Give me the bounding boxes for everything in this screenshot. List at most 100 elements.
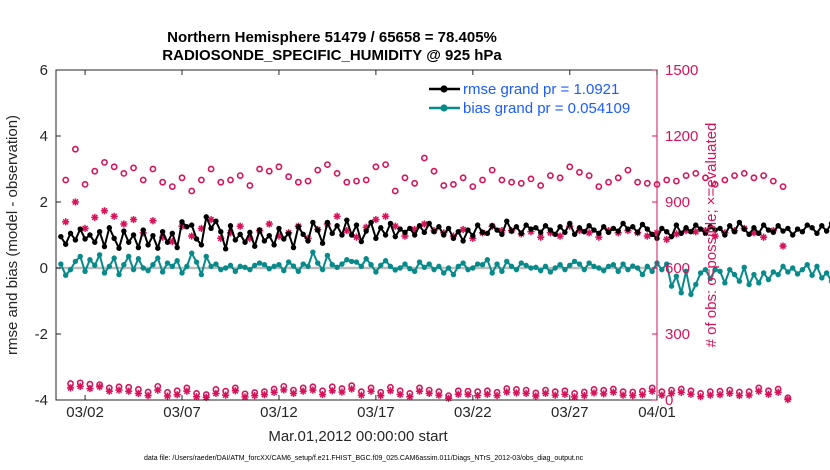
bias-point <box>140 265 146 271</box>
obs-possible-point <box>750 174 758 182</box>
rmse-point <box>121 228 127 234</box>
bias-point <box>508 263 515 270</box>
rmse-point <box>542 223 549 229</box>
obs-evaluated-point <box>154 386 162 394</box>
rmse-point <box>775 223 781 229</box>
bias-point <box>479 262 486 268</box>
legend-rmse-marker <box>440 85 448 93</box>
obs-possible-point <box>459 174 467 182</box>
obs-possible-point <box>779 183 787 190</box>
rmse-point <box>198 242 205 248</box>
bias-point <box>576 261 583 267</box>
obs-evaluated-point <box>512 389 521 397</box>
rmse-point <box>479 229 486 236</box>
rmse-point <box>189 222 195 228</box>
rmse-point <box>411 232 418 238</box>
obs-evaluated-point <box>425 389 433 397</box>
bias-point <box>310 249 316 255</box>
rmse-point <box>576 225 583 231</box>
rmse-point <box>305 238 311 244</box>
obs-evaluated-point <box>774 388 782 396</box>
rmse-point <box>809 225 815 231</box>
rmse-point <box>101 243 108 250</box>
bias-point <box>668 283 675 289</box>
rmse-point <box>780 228 786 234</box>
rmse-point <box>339 232 345 238</box>
rmse-point <box>533 225 539 231</box>
obs-evaluated-point <box>76 382 84 390</box>
rmse-point <box>445 225 452 232</box>
obs-evaluated-point <box>532 392 540 400</box>
rmse-point <box>397 226 403 232</box>
rmse-point <box>508 228 515 234</box>
bias-point <box>489 270 495 276</box>
bias-point <box>169 263 176 270</box>
rmse-point <box>184 224 190 230</box>
rmse-point <box>741 226 747 232</box>
obs-evaluated-point <box>348 385 356 393</box>
rmse-point <box>266 232 272 239</box>
rmse-point <box>281 236 287 242</box>
bias-point <box>600 267 607 274</box>
bias-point <box>634 265 641 271</box>
bias-point <box>455 263 461 270</box>
bias-point <box>450 271 457 278</box>
rmse-point <box>760 222 767 228</box>
obs-possible-point <box>517 179 525 187</box>
rmse-point <box>819 223 825 229</box>
obs-evaluated-point <box>474 392 482 400</box>
rmse-point <box>116 245 122 251</box>
bias-point <box>72 258 79 265</box>
bias-point <box>775 271 781 278</box>
bias-point <box>411 268 418 274</box>
obs-evaluated-point <box>163 392 172 400</box>
obs-evaluated-point <box>706 391 714 399</box>
rmse-point <box>474 222 481 228</box>
rmse-point <box>484 230 491 237</box>
obs-evaluated-point <box>202 393 210 401</box>
bias-point <box>135 256 142 262</box>
rmse-point <box>436 224 442 230</box>
y2-tick-label: 900 <box>665 194 690 211</box>
bias-point <box>639 271 646 278</box>
bias-point <box>809 272 815 278</box>
x-axis-label: Mar.01,2012 00:00:00 start <box>268 428 448 445</box>
bias-point <box>620 261 626 267</box>
rmse-point <box>460 238 466 244</box>
bias-point <box>431 266 437 273</box>
bias-point <box>353 259 360 265</box>
rmse-point <box>324 219 331 226</box>
obs-possible-point <box>440 182 448 189</box>
bias-point <box>596 265 602 271</box>
bias-point <box>348 258 355 265</box>
obs-possible-point <box>479 176 486 184</box>
rmse-point <box>634 229 641 236</box>
bias-point <box>504 258 510 265</box>
rmse-point <box>67 230 74 237</box>
bias-point <box>819 275 825 281</box>
obs-evaluated-point <box>561 390 569 398</box>
obs-evaluated-point <box>71 198 79 206</box>
bias-point <box>67 266 74 273</box>
rmse-point <box>179 219 185 225</box>
obs-evaluated-point <box>66 384 75 392</box>
rmse-point <box>586 223 592 229</box>
obs-evaluated-point <box>207 216 215 224</box>
obs-evaluated-point <box>503 388 511 396</box>
bias-point <box>630 263 636 269</box>
bias-point <box>145 267 151 274</box>
obs-possible-point <box>168 183 176 190</box>
y-tick-label: 4 <box>40 128 48 145</box>
bias-point <box>421 264 428 271</box>
rmse-point <box>441 232 447 238</box>
bias-point <box>693 281 699 288</box>
bias-point <box>315 260 321 266</box>
rmse-point <box>169 230 176 237</box>
rmse-point <box>707 224 714 230</box>
rmse-point <box>193 236 200 242</box>
rmse-point <box>96 229 103 235</box>
y-tick-label: 2 <box>40 194 48 211</box>
obs-possible-point <box>411 179 419 187</box>
bias-point <box>203 253 209 260</box>
obs-possible-point <box>207 165 215 173</box>
